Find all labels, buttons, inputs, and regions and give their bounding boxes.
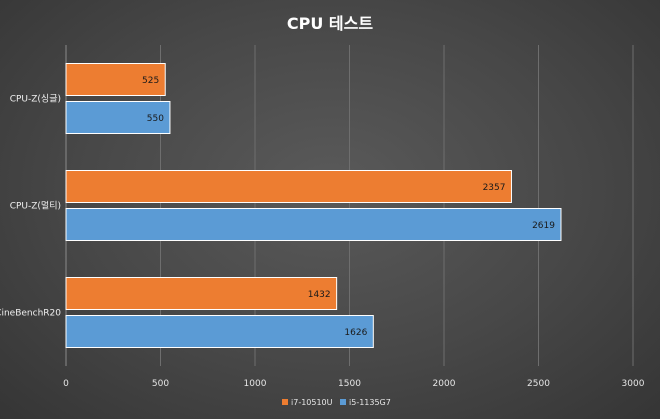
bar-i5-1135g7 xyxy=(65,208,562,241)
x-tick-label: 2000 xyxy=(433,379,456,389)
x-tick-label: 0 xyxy=(63,379,69,389)
bar-i5-1135g7 xyxy=(65,315,374,348)
data-label: 525 xyxy=(142,76,159,86)
x-tick-label: 2500 xyxy=(527,379,550,389)
x-tick-label: 1500 xyxy=(338,379,361,389)
bar-i7-10510u xyxy=(65,63,166,96)
x-tick-label: 1000 xyxy=(244,379,267,389)
legend-swatch xyxy=(282,399,288,405)
legend-label: i5-1135G7 xyxy=(349,398,391,407)
legend-swatch xyxy=(340,399,346,405)
chart-title: CPU 테스트 xyxy=(286,14,374,33)
x-tick-label: 500 xyxy=(152,379,169,389)
data-label: 550 xyxy=(147,114,164,124)
category-label: CPU-Z(싱글) xyxy=(10,94,61,105)
data-label: 2619 xyxy=(532,221,555,231)
bar-i7-10510u xyxy=(65,277,338,310)
data-label: 1432 xyxy=(308,290,331,300)
category-label: CineBenchR20 xyxy=(0,309,61,319)
data-label: 1626 xyxy=(344,328,367,338)
x-tick-label: 3000 xyxy=(622,379,645,389)
category-label: CPU-Z(멀티) xyxy=(10,200,61,212)
bar-i5-1135g7 xyxy=(65,101,171,134)
legend-label: i7-10510U xyxy=(291,398,333,407)
bar-i7-10510u xyxy=(65,170,512,203)
data-label: 2357 xyxy=(483,183,506,193)
